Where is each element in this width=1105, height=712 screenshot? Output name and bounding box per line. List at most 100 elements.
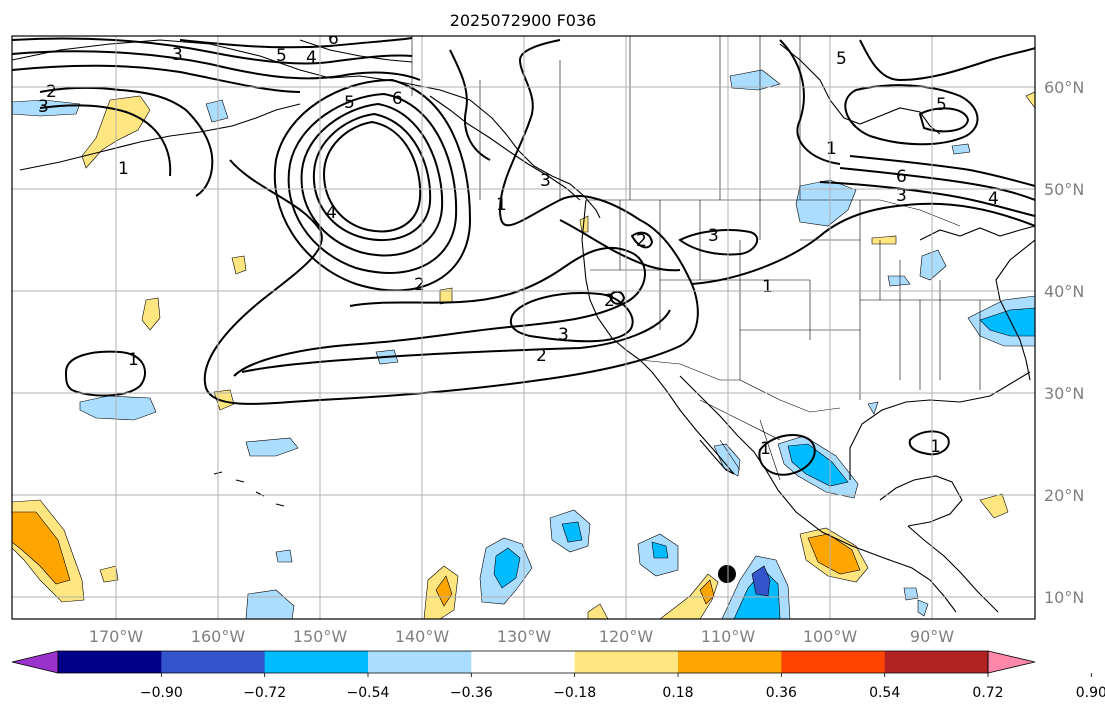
longitude-label: 160°W <box>191 627 246 646</box>
colorbar-tick-label: −0.36 <box>450 685 493 701</box>
longitude-label: 120°W <box>599 627 654 646</box>
contour-line <box>449 49 491 161</box>
shade-positive <box>699 579 715 605</box>
colorbar-segment <box>58 651 162 673</box>
contour-line <box>691 202 1035 285</box>
colorbar-tick-label: −0.90 <box>140 685 183 701</box>
shade-positive <box>979 493 1009 519</box>
contour-label: 4 <box>326 203 337 223</box>
contour-label: 2 <box>636 231 647 251</box>
shade-negative <box>651 541 669 559</box>
contour-label: 1 <box>128 350 139 370</box>
contour-line <box>203 39 699 405</box>
contour-line <box>918 107 970 133</box>
contour-line <box>287 92 458 274</box>
contour-label: 6 <box>896 167 907 187</box>
contour-label: 1 <box>930 437 941 457</box>
map-body: 6 5 4 3 2 3 6 5 4 1 1 2 3 2 1 3 2 2 1 5 … <box>12 29 1035 619</box>
shade-negative <box>795 179 857 227</box>
colorbar-tick-label: 0.72 <box>972 685 1003 701</box>
coastline-hudson <box>779 43 941 135</box>
contour-label: 3 <box>558 325 569 345</box>
contour-line <box>819 181 1035 217</box>
contour-label: 1 <box>826 139 837 159</box>
colorbar-segment <box>678 651 782 673</box>
contour-label: 2 <box>604 291 615 311</box>
contour-label: 3 <box>708 226 719 246</box>
contour-label-group: 6 5 4 3 2 3 6 5 4 1 1 2 3 2 1 3 2 2 1 5 … <box>38 29 999 459</box>
contour-line <box>64 350 146 397</box>
latitude-label: 60°N <box>1044 78 1084 97</box>
shade-positive <box>659 573 719 619</box>
shade-negative <box>493 547 521 589</box>
shade-negative <box>887 275 911 287</box>
contour-line <box>39 104 172 177</box>
coastline-mexico-west <box>679 375 957 613</box>
longitude-label: 110°W <box>701 627 756 646</box>
contour-line <box>630 231 654 249</box>
coastline-great-lakes <box>919 225 1035 241</box>
longitude-label: 170°W <box>89 627 144 646</box>
colorbar-segment <box>884 651 989 673</box>
coastline-aleutians <box>19 103 301 171</box>
shade-positive <box>807 533 861 575</box>
contour-label: 3 <box>38 97 49 117</box>
shade-positive <box>231 255 247 275</box>
border-mexico-states <box>699 399 781 481</box>
shade-positive <box>587 603 609 619</box>
storm-marker <box>718 565 736 583</box>
contour-line <box>839 167 1035 201</box>
contour-label: 6 <box>328 29 339 49</box>
contour-label: 5 <box>836 49 847 69</box>
shade-negative <box>787 443 849 487</box>
shade-positive <box>1025 91 1035 109</box>
contour-line <box>241 309 671 373</box>
coastline-yucatan <box>879 475 963 527</box>
contour-label: 5 <box>276 46 287 66</box>
contour-label: 2 <box>46 82 57 102</box>
longitude-label: 100°W <box>803 627 858 646</box>
contour-line <box>273 78 472 292</box>
shade-negative <box>275 549 293 563</box>
contour-line <box>859 39 1035 82</box>
shade-negative <box>979 307 1035 337</box>
contour-line <box>12 50 421 81</box>
contour-lines <box>12 37 1035 476</box>
coastline-gulf <box>849 371 1031 480</box>
latitude-labels: 60°N 50°N 40°N 30°N 20°N 10°N <box>1044 78 1084 607</box>
contour-line <box>312 112 432 242</box>
latitude-label: 20°N <box>1044 486 1084 505</box>
shade-negative <box>79 395 157 421</box>
colorbar <box>11 650 1036 674</box>
contour-line <box>509 292 634 343</box>
shade-positive <box>12 511 71 585</box>
shade-positive <box>99 565 119 583</box>
colorbar-extend-high <box>987 650 1036 674</box>
colorbar-segment <box>161 651 266 673</box>
longitude-labels: 170°W 160°W 150°W 140°W 130°W 120°W 110°W 100°W… <box>89 627 954 646</box>
shade-negative <box>561 521 583 543</box>
contour-label: 5 <box>936 95 947 115</box>
colorbar-segment <box>368 651 472 673</box>
shade-negative <box>917 599 929 617</box>
contour-label: 1 <box>760 439 771 459</box>
contour-line <box>12 64 301 93</box>
contour-label: 2 <box>536 346 547 366</box>
longitude-label: 90°W <box>910 627 954 646</box>
contour-line <box>678 229 759 256</box>
shade-negative <box>951 143 971 155</box>
colorbar-extend-low <box>11 650 59 674</box>
graticule <box>12 36 1035 619</box>
shade-positive <box>141 297 161 331</box>
shade-positive <box>871 235 897 245</box>
colorbar-tick-label: 0.90 <box>1076 685 1105 701</box>
contour-label: 5 <box>344 93 355 113</box>
latitude-label: 30°N <box>1044 384 1084 403</box>
coastline-baja <box>651 371 735 475</box>
latitude-label: 10°N <box>1044 588 1084 607</box>
coastline-east <box>995 239 1035 381</box>
contour-label: 2 <box>414 275 425 295</box>
shade-negative <box>245 437 299 457</box>
